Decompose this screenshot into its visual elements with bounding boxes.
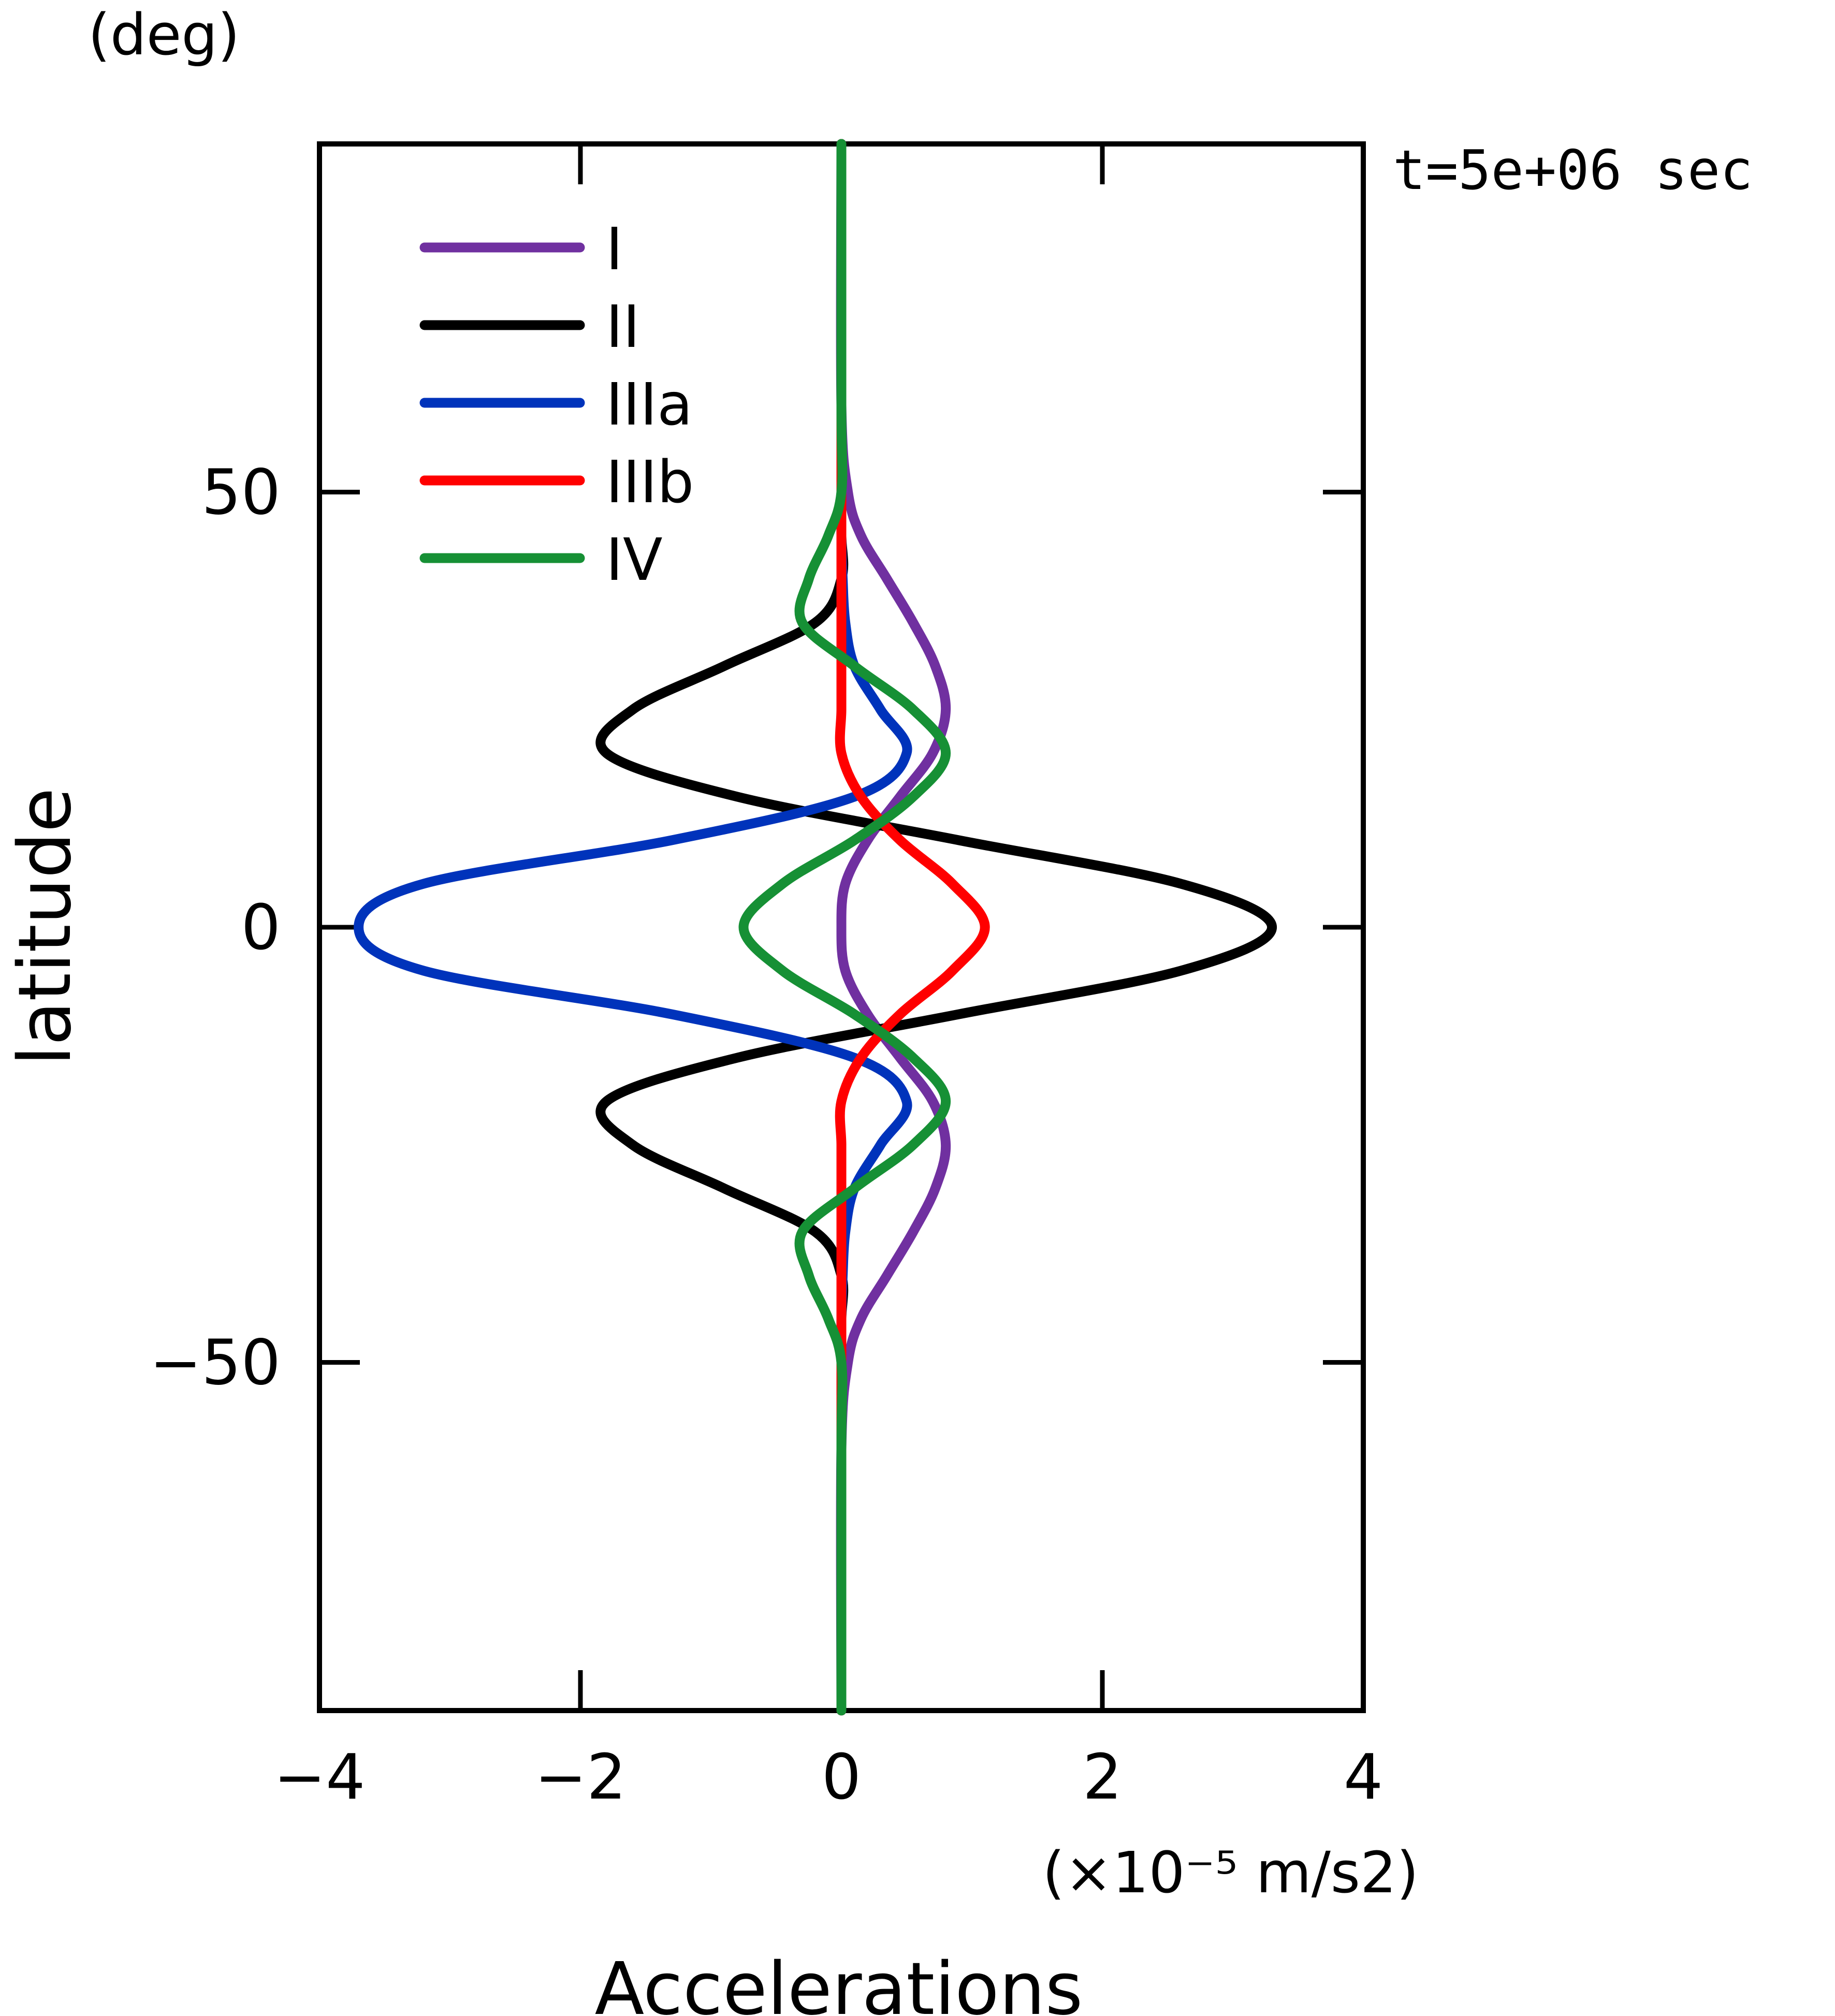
series-line-iiib [835, 139, 990, 1716]
x-unit-label: (×10⁻⁵ m/s2) [1042, 1839, 1419, 1906]
series-line-i [836, 139, 951, 1716]
x-tick-label: 2 [1083, 1742, 1122, 1814]
y-axis-title: latitude [3, 787, 88, 1065]
x-tick-label: −2 [535, 1742, 627, 1814]
series-line-iv [738, 139, 951, 1716]
y-tick-label: −50 [150, 1327, 281, 1399]
time-annotation: t=5e+06 sec [1393, 139, 1753, 202]
legend-label-iv: IV [606, 527, 663, 594]
series-line-ii [595, 139, 1277, 1716]
tick-labels: −4 −2 0 2 4 −50 0 50 [150, 457, 1383, 1814]
legend-label-i: I [606, 216, 623, 283]
y-unit-label: (deg) [88, 2, 240, 68]
legend-label-iiib: IIIb [606, 449, 694, 516]
legend-label-ii: II [606, 294, 640, 361]
series-lines [354, 139, 1277, 1716]
x-tick-label: 4 [1344, 1742, 1383, 1814]
x-tick-label: −4 [274, 1742, 366, 1814]
legend-label-iiia: IIIa [606, 371, 693, 439]
x-tick-label: 0 [822, 1742, 861, 1814]
y-tick-label: 0 [241, 892, 281, 964]
x-axis-title: Accelerations [595, 1947, 1083, 2016]
y-tick-label: 50 [201, 457, 281, 529]
